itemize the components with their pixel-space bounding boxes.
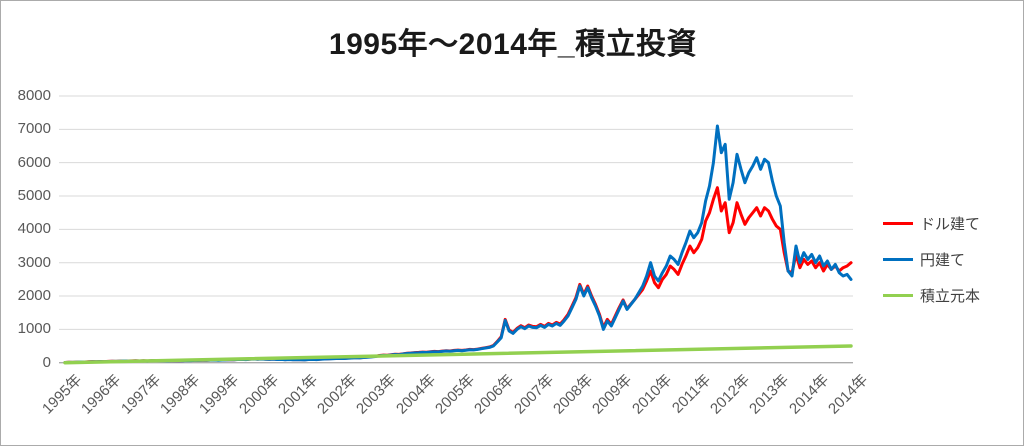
y-axis-tick-label: 1000 [17,320,51,338]
y-axis-tick-label: 4000 [17,220,51,238]
series-line-0 [63,186,853,364]
y-axis-tick-label: 5000 [17,187,51,204]
legend-item-principal: 積立元本 [883,283,980,307]
series-line-2 [63,344,853,365]
y-axis-tick-label: 8000 [17,87,51,104]
legend-label: ドル建て [920,215,981,233]
legend-line-swatch-red [883,221,913,225]
legend-item-yen: 円建て [883,247,980,271]
y-axis-tick-label: 0 [42,353,51,371]
legend: ドル建て 円建て 積立元本 [883,211,980,319]
y-axis-tick-label: 3000 [17,253,51,271]
legend-line-swatch-blue [883,257,913,261]
legend-line-swatch-green [883,293,913,297]
y-axis-tick-label: 7000 [17,120,51,138]
legend-item-dollar: ドル建て [883,211,980,235]
y-axis-tick-label: 6000 [17,153,51,171]
series-line-1 [63,124,853,364]
legend-label: 円建て [920,251,966,269]
chart-title: 1995年～2014年_積立投資 [328,28,698,61]
y-axis-tick-label: 2000 [17,287,51,305]
legend-label: 積立元本 [920,287,981,305]
